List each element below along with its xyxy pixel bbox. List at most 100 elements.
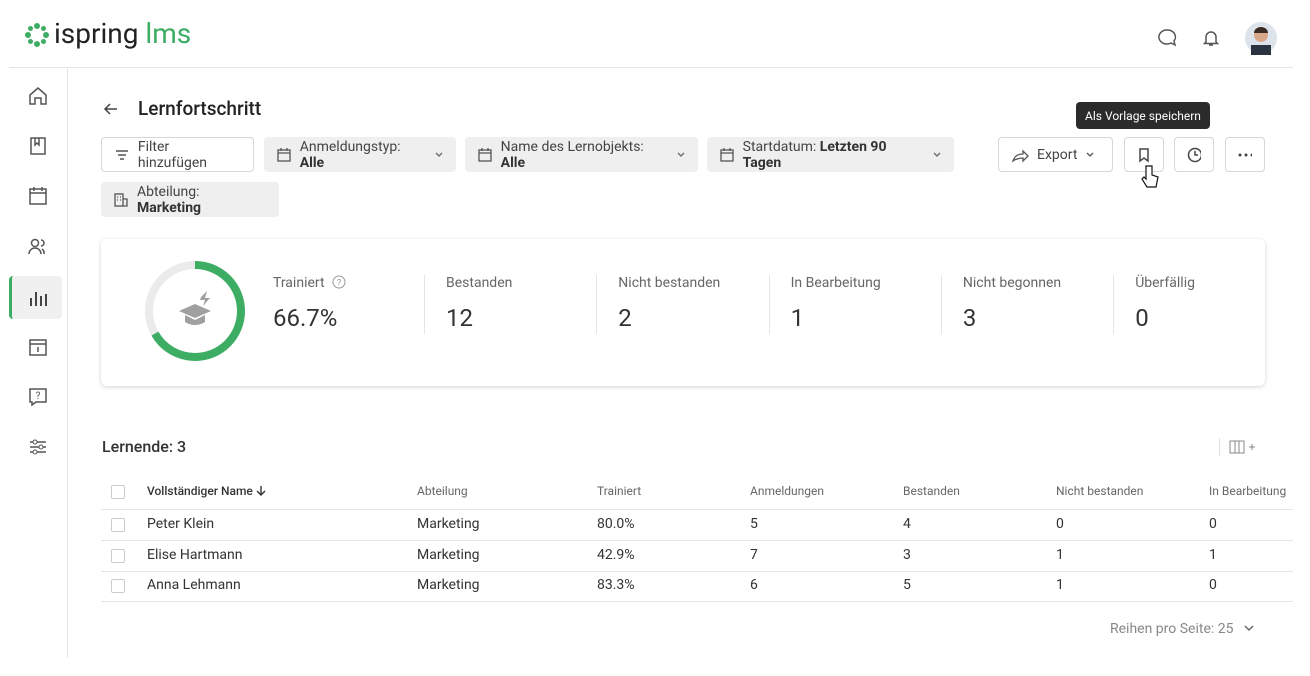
back-button[interactable] [101,99,121,119]
sidebar-active [9,276,62,319]
table-cell: 80.0% [597,516,635,532]
nav-calendar[interactable] [26,184,50,208]
stat-label: In Bearbeitung [790,275,881,291]
table-cell: 4 [903,516,911,532]
column-header[interactable]: Anmeldungen [750,484,824,498]
columns-button[interactable] [1229,440,1257,454]
filter-chip[interactable]: Abteilung: Marketing [101,182,279,217]
table-cell: 0 [1056,516,1064,532]
filter-label: Abteilung: [136,183,200,200]
column-header[interactable]: Nicht bestanden [1056,484,1144,498]
row-checkbox[interactable] [111,518,125,532]
column-header[interactable]: Bestanden [903,484,960,498]
header-checkbox[interactable] [111,485,125,499]
table-cell: Elise Hartmann [147,546,243,563]
filter-chip[interactable]: Startdatum: Letzten 90 Tagen [707,137,954,172]
nav-settings[interactable] [26,435,50,459]
row-checkbox[interactable] [111,548,125,563]
filter-value: Alle [299,154,325,171]
export-button[interactable]: Export [998,137,1113,172]
row-checkbox[interactable] [111,579,125,593]
table-cell: Peter Klein [147,516,215,532]
column-header[interactable]: Vollständiger Name [147,484,266,498]
nav-users[interactable] [26,235,50,259]
row-divider [101,571,1293,572]
table-cell: Anna Lehmann [147,577,241,593]
stat-label: Nicht bestanden [618,275,721,291]
filter-chip[interactable]: Anmeldungstyp: Alle [264,137,456,172]
table-cell: 7 [750,546,758,563]
filter-label: Name des Lernobjekts: [500,138,644,155]
column-header[interactable]: In Bearbeitung [1209,484,1287,498]
table-cell: 42.9% [597,546,635,563]
nav-courses[interactable] [26,134,50,158]
table-cell: 3 [903,546,911,563]
filter-text: Name des Lernobjekts: Alle [501,139,669,171]
stat-divider [768,275,770,334]
nav-help[interactable]: ? [26,385,50,409]
nav-home[interactable] [26,84,50,108]
table-cell: 1 [1209,546,1217,563]
nav-info[interactable] [26,335,50,359]
user-avatar[interactable] [1244,21,1278,55]
table-cell: 1 [1056,577,1064,593]
row-divider [101,540,1293,541]
table-cell: 1 [1056,546,1064,563]
table-cell: Marketing [417,577,480,593]
table-cell: Marketing [417,546,480,563]
row-divider [101,509,1293,510]
logo-brand: ispring [54,17,139,50]
table-cell: 83.3% [597,577,635,593]
table-cell: 5 [750,516,758,532]
svg-text:?: ? [337,279,341,289]
stat-divider [424,275,425,334]
table-cell: 6 [750,577,758,593]
progress-arc [145,261,245,361]
stat-value: 2 [618,304,632,332]
nav-reports[interactable] [26,286,50,310]
sidebar-divider [67,68,68,658]
trained-value: 66.7% [273,304,338,332]
table-cell: 5 [903,577,911,593]
stat-value: 1 [790,304,805,332]
history-button[interactable] [1174,137,1214,172]
logo-product: lms [145,17,192,50]
stat-value: 0 [1135,304,1149,332]
filter-text: Abteilung: Marketing [137,184,267,216]
more-button[interactable] [1225,137,1265,172]
column-header[interactable]: Abteilung [417,484,468,498]
learner-count: Lernende: 3 [102,437,187,456]
stat-value: 12 [446,304,473,332]
notifications-button[interactable] [1201,28,1221,48]
rows-per-page-label: Reihen pro Seite: 25 [1110,621,1234,637]
trained-label-text: Trainiert [273,275,325,291]
filter-chip[interactable]: Name des Lernobjekts: Alle [465,137,698,172]
export-label: Export [1037,146,1078,163]
stat-label: Nicht begonnen [962,275,1062,291]
add-filter-button[interactable]: Filter hinzufügen [101,137,254,172]
chat-button[interactable] [1157,28,1177,48]
table-cell: Marketing [417,516,480,532]
progress-ring [145,261,245,361]
svg-text:?: ? [36,391,41,402]
page-title: Lernfortschritt [138,97,262,120]
filter-value: Marketing [136,199,202,216]
logo-icon [25,23,49,47]
save-template-button[interactable] [1124,137,1164,172]
rows-per-page[interactable]: Reihen pro Seite: 25 [1110,621,1255,637]
header-divider [9,67,1293,68]
filter-text: Anmeldungstyp: Alle [300,139,426,171]
column-header[interactable]: Trainiert [597,484,642,498]
logo-text: ispring lms [54,17,191,50]
table-cell: 0 [1209,577,1217,593]
filter-value: Alle [500,154,526,171]
filter-label: Startdatum: [742,138,817,155]
tooltip: Als Vorlage speichern [1076,102,1210,129]
filter-label: Anmeldungstyp: [299,138,401,155]
stat-divider [940,275,942,334]
stat-label: Überfällig [1135,275,1195,291]
stat-label: Bestanden [446,275,513,291]
toolbar-divider [1219,438,1220,456]
